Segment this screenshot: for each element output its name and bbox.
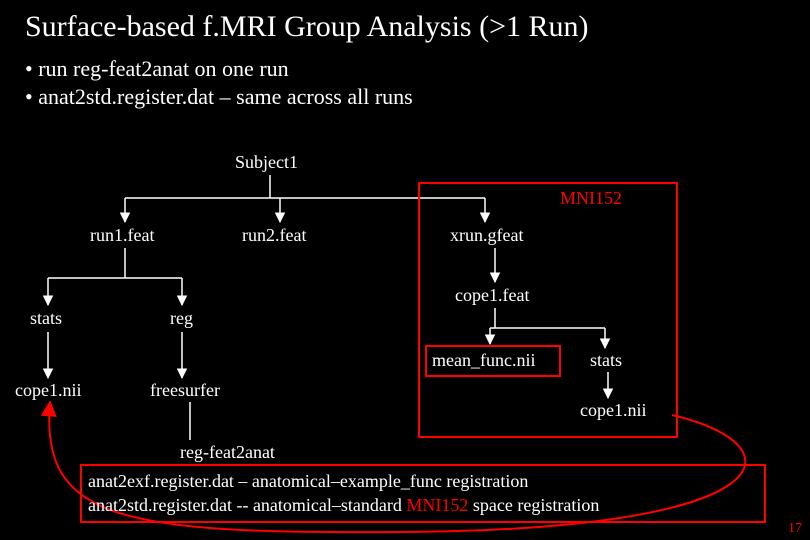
node-cope1feat: cope1.feat [455, 285, 529, 306]
node-subject1: Subject1 [235, 152, 298, 173]
bullet-item: • anat2std.register.dat – same across al… [25, 84, 790, 110]
desc-mni152-highlight: MNI152 [406, 495, 468, 515]
page-title: Surface-based f.MRI Group Analysis (>1 R… [0, 0, 810, 49]
node-xrun: xrun.gfeat [450, 225, 523, 246]
node-cope1nii-r: cope1.nii [580, 400, 646, 421]
page-number: 17 [788, 521, 802, 537]
node-freesurfer: freesurfer [150, 380, 220, 401]
bullet-list: • run reg-feat2anat on one run • anat2st… [0, 49, 810, 117]
desc-line-2: anat2std.register.dat -- anatomical–stan… [88, 493, 758, 517]
node-reg: reg [170, 308, 193, 329]
desc-line-2c: space registration [468, 495, 599, 515]
reg-feat2anat-label: reg-feat2anat [180, 442, 275, 463]
bullet-item: • run reg-feat2anat on one run [25, 56, 790, 82]
node-run2feat: run2.feat [242, 225, 306, 246]
desc-line-2a: anat2std.register.dat -- anatomical–stan… [88, 495, 406, 515]
desc-line-1: anat2exf.register.dat – anatomical–examp… [88, 469, 758, 493]
description-box: anat2exf.register.dat – anatomical–examp… [80, 464, 766, 523]
node-stats: stats [30, 308, 62, 329]
mni152-label: MNI152 [560, 188, 622, 209]
node-mean-func: mean_func.nii [432, 350, 535, 371]
node-run1feat: run1.feat [90, 225, 154, 246]
node-cope1nii-l: cope1.nii [15, 380, 81, 401]
node-stats2: stats [590, 350, 622, 371]
